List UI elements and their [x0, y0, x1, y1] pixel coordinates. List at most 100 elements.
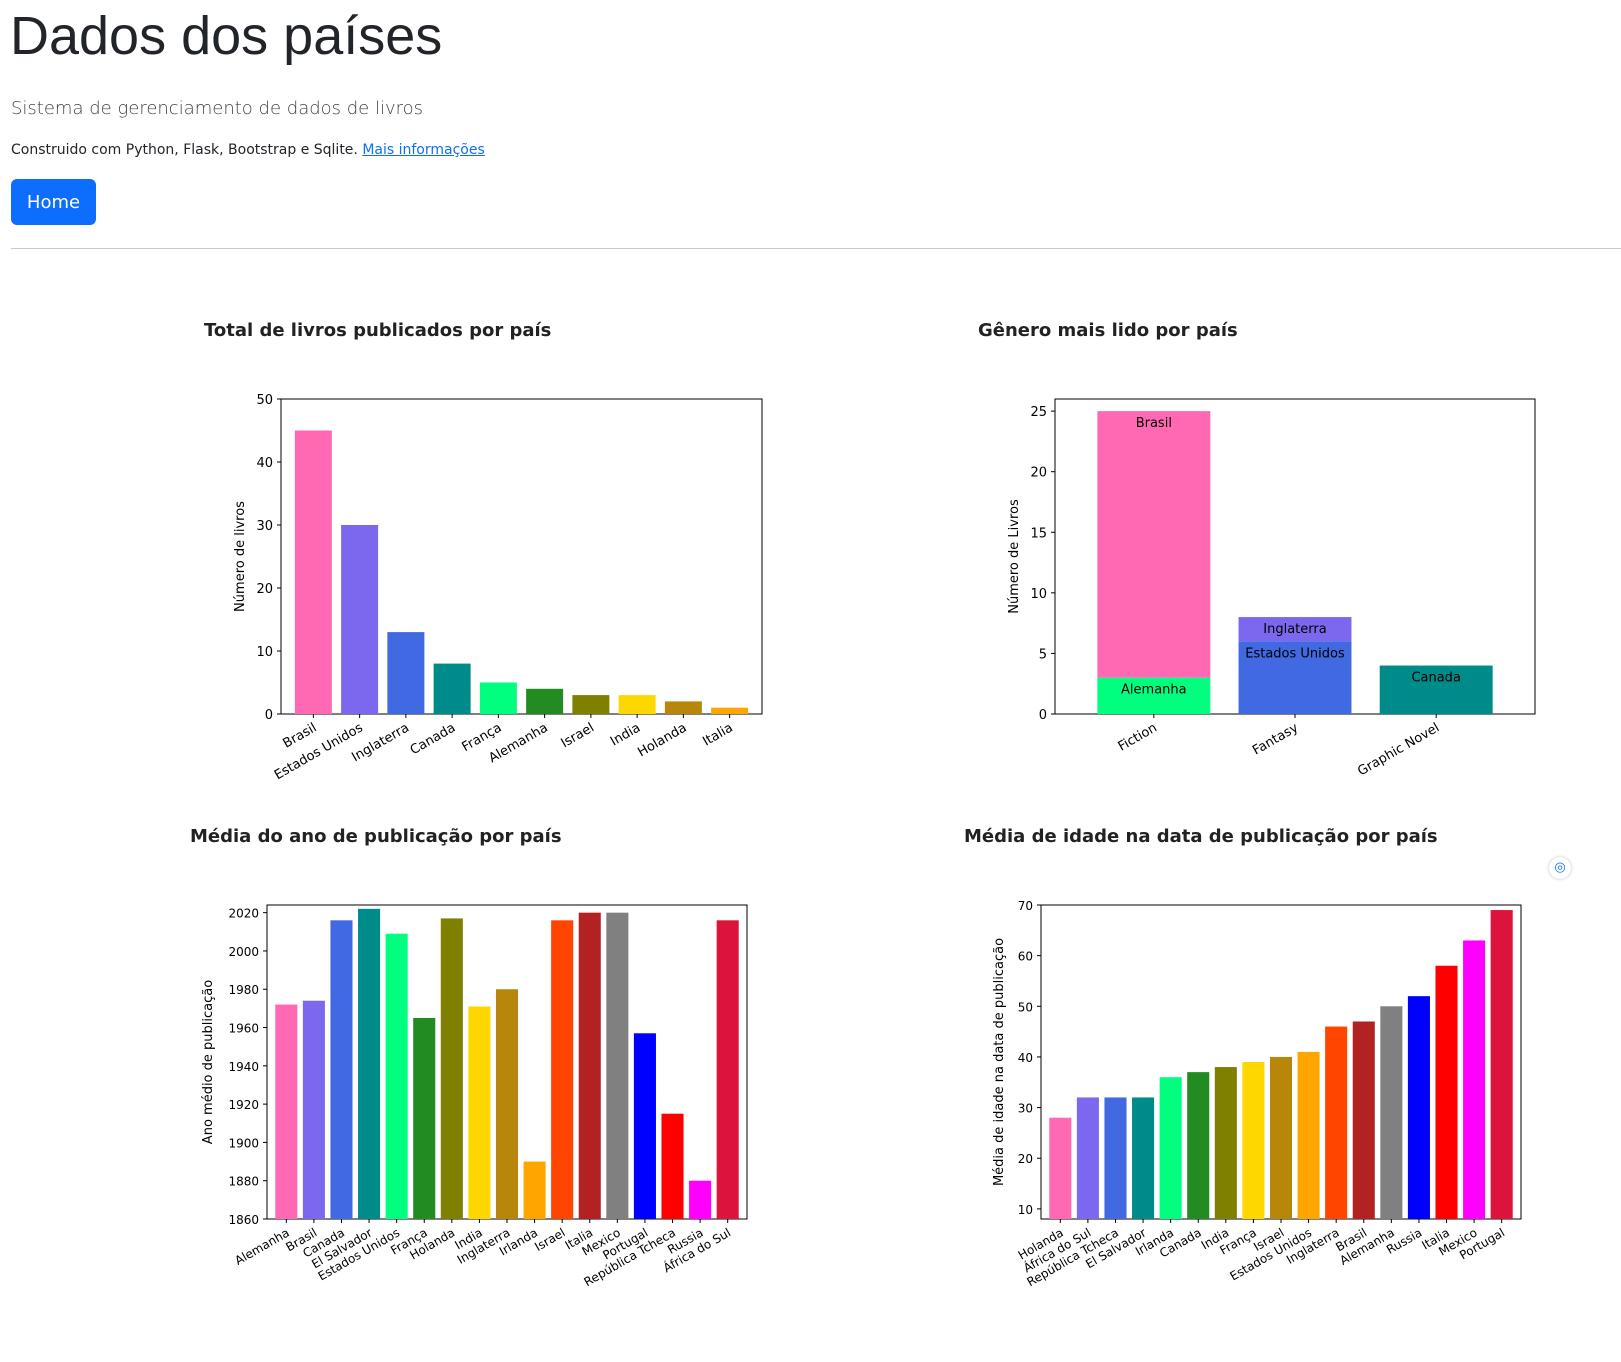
c2-ylabel: Número de Livros: [1007, 499, 1022, 614]
c2-ytick-label: 0: [1039, 708, 1047, 723]
c3-ytick-label: 1900: [228, 1136, 259, 1150]
c2-xtick-label-fiction: Fiction: [1116, 720, 1160, 754]
divider: [11, 248, 1621, 249]
home-button[interactable]: Home: [11, 179, 96, 225]
c3-ytick-label: 1860: [228, 1213, 259, 1227]
c4-ytick-label: 70: [1018, 899, 1033, 913]
c2-ytick-label: 15: [1030, 526, 1047, 541]
c1-ytick-label: 30: [256, 519, 273, 534]
c4-bar-india: [1214, 1067, 1237, 1219]
c3-bar-mexico: [606, 912, 629, 1219]
c2-bar-fiction-brasil: [1097, 411, 1211, 678]
c3-bar-holanda: [440, 918, 463, 1219]
chart-title-avg-age: Média de idade na data de publicação por…: [964, 826, 1438, 847]
c1-bar-brasil: [294, 430, 332, 714]
c4-bar-holanda: [1049, 1117, 1072, 1219]
c4-bar-inglaterra: [1325, 1026, 1348, 1219]
c4-bar-russia: [1407, 996, 1430, 1219]
c2-segment-label-alemanha: Alemanha: [1121, 683, 1187, 698]
c3-bar-irlanda: [523, 1161, 546, 1219]
c3-bar-brasil: [302, 1000, 325, 1219]
c3-xtick-label-alemanha: Alemanha: [232, 1225, 291, 1267]
c2-segment-label-estados-unidos: Estados Unidos: [1245, 646, 1345, 661]
c3-ytick-label: 1940: [228, 1060, 259, 1074]
c2-xtick-label-fantasy: Fantasy: [1250, 720, 1301, 758]
c1-ytick-label: 10: [256, 645, 273, 660]
built-with-label: Construido com Python, Flask, Bootstrap …: [11, 142, 358, 158]
c4-bar-estados-unidos: [1297, 1051, 1320, 1219]
c3-bar-franca: [413, 1017, 436, 1219]
c1-bar-italia: [711, 707, 749, 714]
c3-ytick-label: 2020: [228, 907, 259, 921]
c4-bar-israel: [1269, 1056, 1293, 1219]
c3-bar-canada: [330, 920, 353, 1219]
c1-bar-estados-unidos: [341, 525, 379, 714]
c1-bar-holanda: [664, 701, 702, 714]
c4-bar-italia: [1435, 965, 1458, 1219]
c3-bar-inglaterra: [495, 989, 519, 1219]
c3-bar-portugal: [633, 1033, 656, 1219]
c3-bar-italia: [578, 912, 601, 1219]
c1-bar-franca: [479, 682, 517, 714]
c2-ytick-label: 20: [1030, 466, 1047, 481]
c3-ytick-label: 1980: [228, 983, 259, 997]
c1-ytick-label: 20: [256, 582, 273, 597]
c3-bar-republica-tcheca: [661, 1113, 684, 1219]
c2-segment-label-brasil: Brasil: [1136, 416, 1172, 431]
c2-bar-fantasy-inglaterra: [1238, 617, 1352, 642]
c1-xtick-label-holanda: Holanda: [635, 720, 689, 760]
c4-ytick-label: 30: [1018, 1102, 1033, 1116]
c3-ytick-label: 2000: [228, 945, 259, 959]
c1-ytick-label: 50: [256, 393, 273, 408]
c4-ytick-label: 60: [1018, 950, 1033, 964]
chart-title-avg-year: Média do ano de publicação por país: [190, 826, 562, 847]
c1-bar-inglaterra: [387, 632, 425, 714]
c3-ytick-label: 1880: [228, 1175, 259, 1189]
c3-bar-alemanha: [275, 1004, 298, 1219]
more-info-link[interactable]: Mais informações: [362, 142, 485, 158]
c4-bar-portugal: [1490, 910, 1513, 1219]
c4-bar-canada: [1187, 1072, 1210, 1219]
c2-bar-fiction-alemanha: [1097, 677, 1211, 714]
built-with-text: Construido com Python, Flask, Bootstrap …: [11, 142, 485, 158]
c4-bar-alemanha: [1380, 1006, 1403, 1219]
c2-segment-label-inglaterra: Inglaterra: [1263, 622, 1326, 637]
c3-bar-israel: [551, 920, 574, 1219]
c1-bar-alemanha: [526, 688, 564, 714]
c4-bar-republica-tcheca: [1104, 1097, 1127, 1219]
c1-xtick-label-canada: Canada: [408, 720, 458, 758]
c2-bar-fantasy-estados-unidos: [1238, 641, 1352, 714]
c2-xtick-label-graphic-novel: Graphic Novel: [1355, 720, 1442, 779]
c4-bar-irlanda: [1159, 1077, 1182, 1219]
c2-segment-label-canada: Canada: [1411, 671, 1460, 686]
c4-ytick-label: 50: [1018, 1000, 1033, 1014]
c3-bar-estados-unidos: [385, 933, 408, 1219]
c4-bar-franca: [1242, 1062, 1265, 1219]
c3-ytick-label: 1960: [228, 1022, 259, 1036]
c1-bar-israel: [572, 695, 610, 714]
c1-ytick-label: 40: [256, 456, 273, 471]
c1-xtick-label-israel: Israel: [559, 720, 597, 751]
c2-ytick-label: 25: [1030, 405, 1047, 420]
c4-ylabel: Média de idade na data de publicação: [992, 938, 1007, 1186]
c3-bar-russia: [689, 1180, 712, 1219]
c3-bar-india: [468, 1006, 491, 1219]
c1-xtick-label-italia: Italia: [700, 720, 735, 749]
c2-ytick-label: 5: [1039, 647, 1047, 662]
c2-bar-graphic-novel-canada: [1379, 665, 1493, 714]
c3-ytick-label: 1920: [228, 1098, 259, 1112]
page-lead: Sistema de gerenciamento de dados de liv…: [11, 98, 424, 119]
c1-ylabel: Número de livros: [233, 501, 248, 612]
c3-bar-el-salvador: [358, 908, 381, 1219]
chart-title-books-per-country: Total de livros publicados por país: [204, 320, 552, 341]
page-title: Dados dos países: [10, 6, 443, 66]
c4-bar-mexico: [1463, 940, 1486, 1219]
c1-ytick-label: 0: [265, 708, 273, 723]
c1-bar-india: [618, 695, 656, 714]
c3-ylabel: Ano médio de publicação: [201, 980, 216, 1144]
visual-search-icon[interactable]: ◎: [1549, 857, 1571, 879]
c1-axes-frame: [280, 398, 763, 715]
c4-ytick-label: 10: [1018, 1203, 1033, 1217]
c4-ytick-label: 20: [1018, 1152, 1033, 1166]
